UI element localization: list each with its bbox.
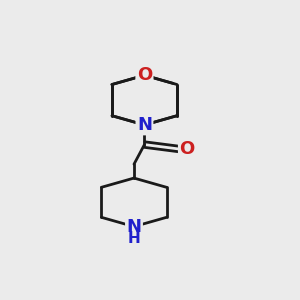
Text: O: O [137,66,152,84]
Text: O: O [179,140,195,158]
Text: H: H [128,231,140,246]
Text: N: N [127,218,142,236]
Text: N: N [137,116,152,134]
